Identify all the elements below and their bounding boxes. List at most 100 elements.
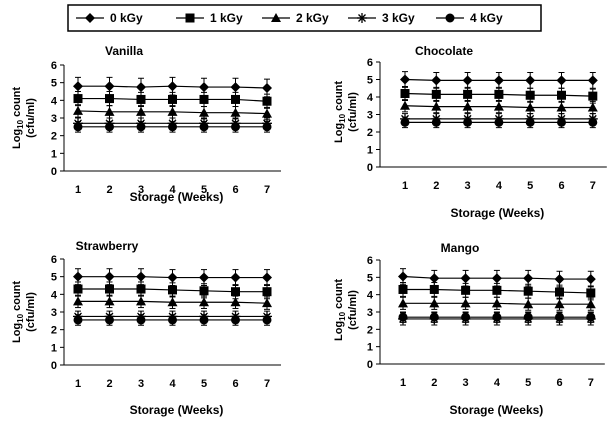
- y-tick-label: 4: [51, 95, 58, 107]
- series-2-kgy: [398, 296, 596, 311]
- data-point: [262, 96, 272, 106]
- x-tick-label: 2: [431, 377, 437, 389]
- y-axis-label-line2: (cfu/ml): [347, 92, 359, 132]
- data-point: [555, 287, 564, 297]
- y-tick-label: 2: [51, 325, 57, 337]
- x-tick-label: 5: [527, 180, 533, 192]
- data-point: [525, 75, 536, 86]
- data-point: [461, 285, 471, 295]
- data-point: [557, 90, 566, 100]
- data-point: [493, 101, 504, 111]
- y-tick-label: 2: [51, 131, 57, 143]
- data-point: [230, 107, 241, 117]
- y-tick-label: 2: [367, 324, 373, 336]
- y-axis-label-line2: (cfu/ml): [347, 290, 359, 330]
- data-point: [463, 117, 473, 127]
- data-point: [136, 82, 146, 93]
- x-tick-label: 1: [75, 184, 81, 196]
- y-tick-label: 0: [51, 360, 57, 372]
- y-tick-label: 0: [51, 166, 57, 178]
- data-point: [398, 298, 408, 308]
- data-point: [262, 272, 272, 283]
- data-point: [168, 122, 177, 132]
- legend-label: 3 kGy: [382, 11, 415, 25]
- data-point: [429, 312, 439, 322]
- y-tick-label: 1: [51, 148, 57, 160]
- data-point: [525, 117, 535, 127]
- data-point: [230, 297, 241, 307]
- y-tick-label: 3: [51, 307, 57, 319]
- x-tick-label: 3: [463, 377, 469, 389]
- data-point: [105, 122, 114, 132]
- data-point: [463, 89, 473, 99]
- asterisk-icon: [357, 13, 367, 23]
- data-point: [73, 105, 83, 115]
- data-point: [231, 94, 240, 104]
- data-point: [523, 273, 534, 284]
- data-point: [262, 82, 272, 93]
- legend-item-1-kgy: 1 kGy: [176, 11, 243, 25]
- data-point: [104, 81, 115, 92]
- data-point: [136, 94, 146, 104]
- series-2-kgy: [73, 294, 272, 310]
- y-axis-label-line1: Log10 count: [333, 279, 347, 341]
- y-tick-label: 3: [367, 110, 373, 122]
- data-point: [556, 75, 567, 86]
- data-point: [491, 273, 502, 284]
- y-axis-label: Log10 count (cfu/ml): [11, 281, 37, 343]
- y-axis-label-line1: Log10 count: [11, 87, 25, 149]
- data-point: [167, 106, 178, 116]
- data-point: [400, 100, 410, 110]
- data-point: [230, 82, 241, 93]
- diamond-icon: [85, 13, 95, 23]
- data-point: [73, 284, 83, 294]
- x-tick-label: 6: [232, 184, 238, 196]
- data-point: [557, 117, 566, 127]
- legend: 0 kGy 1 kGy 2 kGy 3 kGy 4 kGy: [67, 4, 542, 32]
- y-tick-label: 5: [367, 75, 373, 87]
- data-point: [462, 101, 473, 111]
- x-tick-label: 3: [138, 378, 144, 390]
- y-tick-label: 6: [51, 254, 57, 266]
- data-point: [231, 315, 240, 325]
- x-tick-label: 3: [465, 180, 471, 192]
- data-point: [168, 315, 177, 325]
- triangle-icon: [271, 13, 281, 22]
- x-tick-label: 2: [106, 378, 112, 390]
- data-point: [199, 122, 209, 132]
- legend-item-0-kgy: 0 kGy: [76, 11, 143, 25]
- data-point: [104, 106, 115, 116]
- data-point: [493, 75, 504, 86]
- data-point: [492, 285, 502, 295]
- data-point: [73, 94, 83, 104]
- series-0-kgy: [400, 71, 598, 89]
- data-point: [587, 102, 598, 112]
- x-tick-label: 3: [138, 184, 144, 196]
- data-point: [262, 108, 272, 118]
- data-point: [168, 94, 177, 104]
- y-tick-label: 0: [367, 359, 373, 371]
- series-4-kgy: [73, 314, 272, 326]
- y-tick-label: 3: [367, 307, 373, 319]
- x-tick-label: 7: [264, 184, 270, 196]
- series-0-kgy: [73, 76, 272, 98]
- data-point: [136, 284, 146, 294]
- data-point: [199, 94, 209, 104]
- y-tick-label: 6: [51, 60, 57, 72]
- series-1-kgy: [398, 282, 596, 301]
- data-point: [168, 285, 177, 295]
- y-axis-label: Log10 count (cfu/ml): [333, 81, 359, 143]
- y-tick-label: 5: [51, 78, 57, 90]
- data-point: [136, 122, 146, 132]
- legend-label: 1 kGy: [210, 11, 243, 25]
- data-point: [73, 122, 83, 132]
- data-point: [262, 298, 272, 308]
- series-2-kgy: [400, 99, 598, 115]
- data-point: [230, 272, 241, 283]
- x-tick-label: 7: [590, 180, 596, 192]
- data-point: [262, 287, 272, 297]
- x-tick-label: 4: [169, 378, 176, 390]
- data-point: [586, 288, 596, 298]
- data-point: [231, 122, 240, 132]
